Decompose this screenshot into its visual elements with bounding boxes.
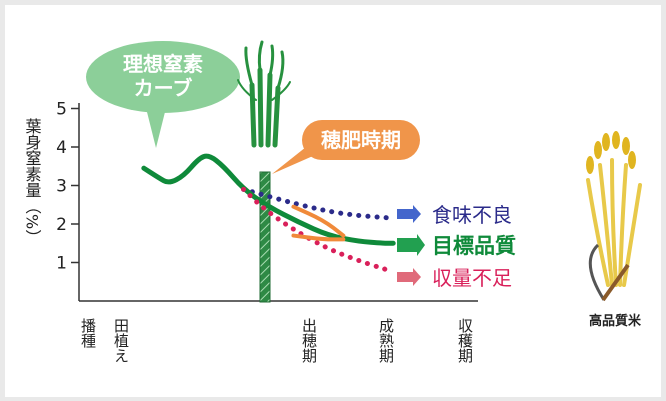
x-tick-label-harvest: 収穫期 bbox=[456, 318, 474, 364]
x-tick-label-sowing: 播種 bbox=[79, 318, 97, 348]
legend-label-0: 食味不良 bbox=[432, 203, 512, 227]
series-layer bbox=[141, 153, 396, 273]
series-1-line bbox=[141, 153, 396, 246]
fertilizer-period-callout: 穂肥時期 bbox=[272, 120, 420, 174]
x-ticks: 播種 田植え 出穂期 成熟期 収穫期 bbox=[79, 318, 474, 364]
series-3-line bbox=[291, 204, 346, 238]
series-4-line bbox=[291, 233, 346, 242]
legend-label-1: 目標品質 bbox=[432, 234, 516, 258]
mature-rice-illustration: 高品質米 bbox=[586, 131, 642, 329]
ideal-curve-label-line1: 理想窒素 bbox=[123, 52, 203, 76]
ideal-curve-label-line2: カーブ bbox=[134, 76, 193, 100]
fertilizer-period-label: 穂肥時期 bbox=[321, 128, 401, 152]
legend-arrow-1 bbox=[397, 234, 425, 256]
x-tick-label-planting: 田植え bbox=[112, 318, 130, 363]
x-tick-label-heading: 出穂期 bbox=[300, 318, 318, 364]
y-tick-label: 2 bbox=[56, 215, 67, 235]
legend-label-2: 収量不足 bbox=[432, 266, 512, 290]
y-ticks: 1 2 3 4 5 bbox=[56, 100, 79, 274]
y-axis-label: 葉身窒素量（%） bbox=[23, 118, 42, 245]
legend-arrow-2 bbox=[397, 268, 421, 286]
legend-arrow-0 bbox=[397, 205, 421, 223]
y-tick-label: 5 bbox=[56, 100, 67, 120]
x-tick-label-ripening: 成熟期 bbox=[377, 318, 395, 364]
y-tick-label: 3 bbox=[56, 177, 67, 197]
series-0-dotted-line bbox=[241, 186, 396, 221]
y-tick-label: 1 bbox=[56, 254, 67, 274]
ideal-curve-callout: 理想窒素 カーブ bbox=[86, 41, 240, 148]
fertilizer-period-bar bbox=[259, 171, 271, 303]
high-quality-rice-caption: 高品質米 bbox=[589, 313, 642, 329]
y-tick-label: 4 bbox=[56, 138, 67, 158]
young-rice-plant-illustration bbox=[237, 40, 291, 148]
